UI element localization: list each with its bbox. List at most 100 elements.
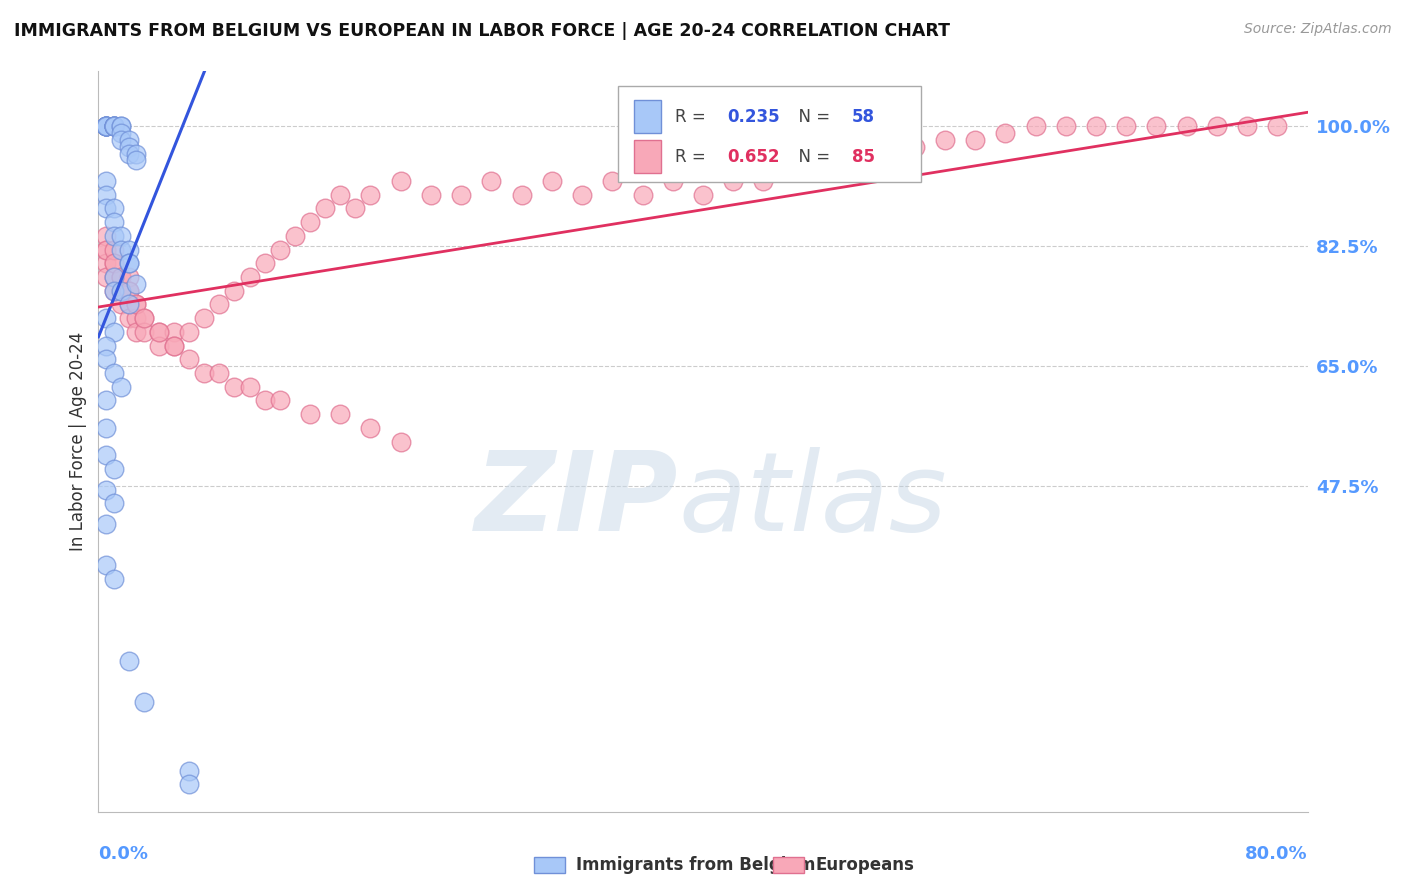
Point — [125, 277, 148, 291]
Point — [163, 338, 186, 352]
Point — [118, 140, 141, 154]
Point — [813, 161, 835, 175]
Point — [253, 256, 276, 270]
Point — [94, 228, 117, 243]
Point — [103, 462, 125, 476]
Text: 0.652: 0.652 — [727, 147, 780, 166]
Point — [103, 119, 125, 133]
Point — [103, 366, 125, 380]
Point — [284, 228, 307, 243]
Point — [253, 393, 276, 408]
Point — [208, 366, 231, 380]
Text: atlas: atlas — [679, 447, 948, 554]
Point — [110, 270, 132, 285]
Point — [994, 126, 1017, 140]
Point — [94, 119, 117, 133]
Point — [118, 654, 141, 668]
Text: Immigrants from Belgium: Immigrants from Belgium — [576, 856, 815, 874]
Point — [132, 311, 155, 326]
Point — [783, 161, 806, 175]
Point — [344, 202, 367, 216]
Point — [118, 243, 141, 257]
Y-axis label: In Labor Force | Age 20-24: In Labor Force | Age 20-24 — [69, 332, 87, 551]
Point — [103, 270, 125, 285]
Point — [110, 380, 132, 394]
Point — [389, 174, 412, 188]
Point — [94, 174, 117, 188]
Point — [110, 243, 132, 257]
Point — [934, 133, 956, 147]
Point — [103, 284, 125, 298]
Point — [602, 174, 624, 188]
Point — [118, 146, 141, 161]
Bar — [634, 140, 661, 173]
Point — [389, 434, 412, 449]
Point — [571, 187, 593, 202]
Point — [1054, 119, 1077, 133]
Point — [94, 256, 117, 270]
Point — [103, 119, 125, 133]
Point — [94, 352, 117, 367]
Point — [118, 256, 141, 270]
Text: 0.0%: 0.0% — [98, 845, 149, 863]
Point — [224, 284, 246, 298]
Point — [844, 146, 866, 161]
Point — [450, 187, 472, 202]
Point — [103, 256, 125, 270]
Point — [103, 119, 125, 133]
Point — [94, 119, 117, 133]
Point — [125, 153, 148, 168]
Point — [94, 558, 117, 572]
Point — [94, 119, 117, 133]
Point — [224, 380, 246, 394]
Point — [163, 325, 186, 339]
Point — [1267, 119, 1289, 133]
Point — [94, 393, 117, 408]
Point — [110, 228, 132, 243]
FancyBboxPatch shape — [619, 87, 921, 183]
Point — [103, 228, 125, 243]
Text: N =: N = — [787, 108, 835, 126]
Point — [179, 325, 201, 339]
Point — [118, 284, 141, 298]
Point — [148, 325, 170, 339]
Text: 85: 85 — [852, 147, 875, 166]
Point — [1236, 119, 1258, 133]
Point — [103, 215, 125, 229]
Text: N =: N = — [787, 147, 835, 166]
Point — [94, 119, 117, 133]
Point — [873, 146, 896, 161]
Point — [1115, 119, 1137, 133]
Point — [118, 270, 141, 285]
Point — [103, 119, 125, 133]
Point — [103, 284, 125, 298]
Point — [94, 119, 117, 133]
Point — [103, 202, 125, 216]
Point — [239, 270, 262, 285]
Point — [692, 187, 714, 202]
Point — [329, 407, 352, 421]
Point — [239, 380, 262, 394]
Point — [125, 325, 148, 339]
Point — [94, 311, 117, 326]
Point — [94, 243, 117, 257]
Text: 80.0%: 80.0% — [1244, 845, 1308, 863]
Point — [179, 352, 201, 367]
Text: Europeans: Europeans — [815, 856, 914, 874]
Point — [148, 325, 170, 339]
Point — [94, 119, 117, 133]
Point — [118, 256, 141, 270]
Point — [1085, 119, 1108, 133]
Point — [269, 393, 291, 408]
Point — [1175, 119, 1198, 133]
Text: 58: 58 — [852, 108, 875, 126]
Point — [94, 243, 117, 257]
Point — [269, 243, 291, 257]
Point — [94, 270, 117, 285]
Point — [540, 174, 562, 188]
Point — [329, 187, 352, 202]
Point — [103, 256, 125, 270]
Point — [94, 483, 117, 497]
Point — [118, 133, 141, 147]
Point — [481, 174, 503, 188]
